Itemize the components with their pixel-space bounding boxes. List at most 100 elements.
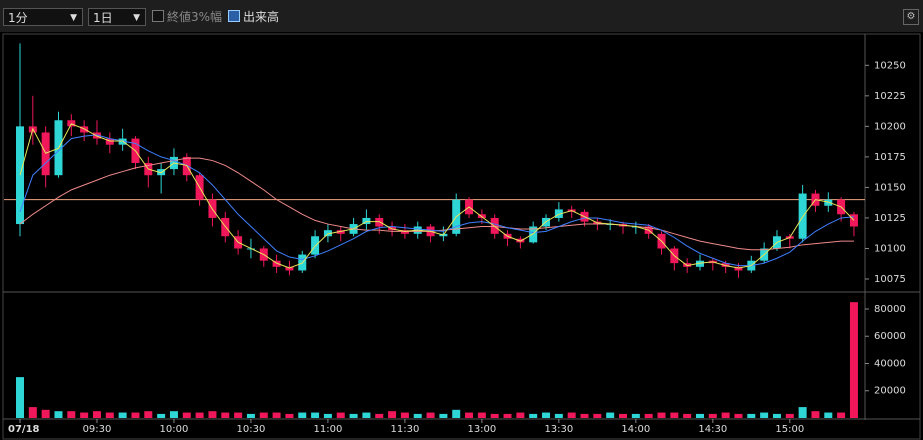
volume-bar — [644, 413, 653, 418]
y-tick-label: 10250 — [874, 60, 906, 71]
volume-bar — [772, 413, 781, 418]
volume-bar — [516, 412, 525, 418]
volume-bar — [336, 412, 345, 418]
volume-bar — [41, 409, 50, 418]
candle-body — [824, 199, 833, 206]
volume-bar — [92, 411, 101, 418]
candle-body — [80, 126, 89, 133]
volume-bar — [554, 413, 563, 418]
volume-bar — [503, 413, 512, 418]
toolbar: 1分 1日 終値3%幅 出来高 ⚙ — [0, 0, 923, 32]
y-tick-label: 40000 — [874, 358, 906, 369]
volume-bar — [708, 413, 717, 418]
volume-option[interactable]: 出来高 — [228, 8, 279, 26]
x-tick-label: 09:30 — [83, 424, 112, 435]
volume-bar — [798, 407, 807, 418]
volume-bar — [426, 412, 435, 418]
volume-bar — [169, 411, 178, 418]
volume-bar — [849, 302, 858, 418]
volume-bar — [323, 413, 332, 418]
candle-body — [362, 217, 371, 225]
candle-body — [92, 132, 101, 139]
volume-bar — [413, 413, 422, 418]
candle-body — [323, 230, 332, 237]
volume-bar — [670, 412, 679, 418]
moving-average — [19, 134, 854, 267]
candle-body — [16, 126, 24, 225]
volume-bar — [362, 412, 371, 418]
x-tick-label: 10:30 — [237, 424, 266, 435]
volume-bar — [28, 407, 37, 418]
volume-bar — [785, 413, 794, 418]
candle-body — [336, 230, 345, 234]
candle-body — [721, 263, 730, 267]
volume-bar — [760, 412, 769, 418]
volume-bar — [208, 411, 217, 418]
x-tick-label: 11:00 — [314, 424, 343, 435]
x-tick-label: 10:00 — [160, 424, 189, 435]
x-tick-label: 14:30 — [698, 424, 727, 435]
candle-body — [105, 138, 114, 145]
y-tick-label: 80000 — [874, 304, 906, 315]
volume-bar — [388, 411, 397, 418]
candle-body — [554, 209, 563, 218]
x-tick-label: 07/18 — [8, 424, 40, 435]
period-select[interactable]: 1日 — [88, 8, 146, 27]
candle-body — [516, 238, 525, 243]
price-range-option[interactable]: 終値3%幅 — [152, 8, 222, 26]
x-tick-label: 11:30 — [390, 424, 419, 435]
volume-bar — [349, 413, 358, 418]
volume-bar — [234, 412, 243, 418]
volume-bar — [157, 413, 166, 418]
candle-body — [285, 266, 294, 271]
volume-bar — [131, 412, 140, 418]
volume-bar — [465, 412, 474, 418]
y-tick-label: 60000 — [874, 331, 906, 342]
y-tick-label: 10175 — [874, 152, 906, 163]
volume-bar — [721, 412, 730, 418]
x-tick-label: 13:00 — [467, 424, 496, 435]
volume-bar — [567, 412, 576, 418]
volume-bar — [542, 412, 551, 418]
volume-bar — [221, 412, 230, 418]
volume-bar — [529, 413, 538, 418]
option-label: 出来高 — [243, 10, 280, 24]
y-tick-label: 10100 — [874, 243, 906, 254]
volume-bar — [593, 413, 602, 418]
volume-bar — [54, 411, 63, 418]
volume-bar — [824, 412, 833, 418]
candle-body — [388, 226, 397, 231]
volume-bar — [811, 411, 820, 418]
volume-bar — [747, 413, 756, 418]
candle-body — [272, 260, 281, 267]
volume-bar — [734, 413, 743, 418]
candle-body — [529, 226, 538, 243]
x-tick-label: 13:30 — [544, 424, 573, 435]
volume-bar — [144, 411, 153, 418]
volume-bar — [606, 412, 615, 418]
volume-bar — [16, 377, 24, 418]
volume-bar — [657, 412, 666, 418]
volume-bar — [118, 412, 127, 418]
volume-bar — [246, 413, 255, 418]
volume-bar — [311, 412, 320, 418]
volume-bar — [285, 413, 294, 418]
frame — [2, 33, 921, 440]
candle-body — [400, 230, 409, 234]
volume-bar — [259, 412, 268, 418]
volume-bar — [683, 413, 692, 418]
y-tick-label: 10225 — [874, 91, 906, 102]
x-tick-label: 15:00 — [775, 424, 804, 435]
y-tick-label: 20000 — [874, 386, 906, 397]
volume-bar — [67, 411, 76, 418]
candle-body — [734, 266, 743, 271]
moving-average — [19, 123, 855, 269]
interval-select[interactable]: 1分 — [3, 8, 83, 27]
volume-bar — [619, 413, 628, 418]
candle-body — [375, 217, 384, 227]
settings-button[interactable]: ⚙ — [903, 9, 919, 25]
volume-bar — [80, 412, 89, 418]
volume-bar — [439, 413, 448, 418]
volume-bar — [400, 412, 409, 418]
volume-bar — [298, 412, 307, 418]
